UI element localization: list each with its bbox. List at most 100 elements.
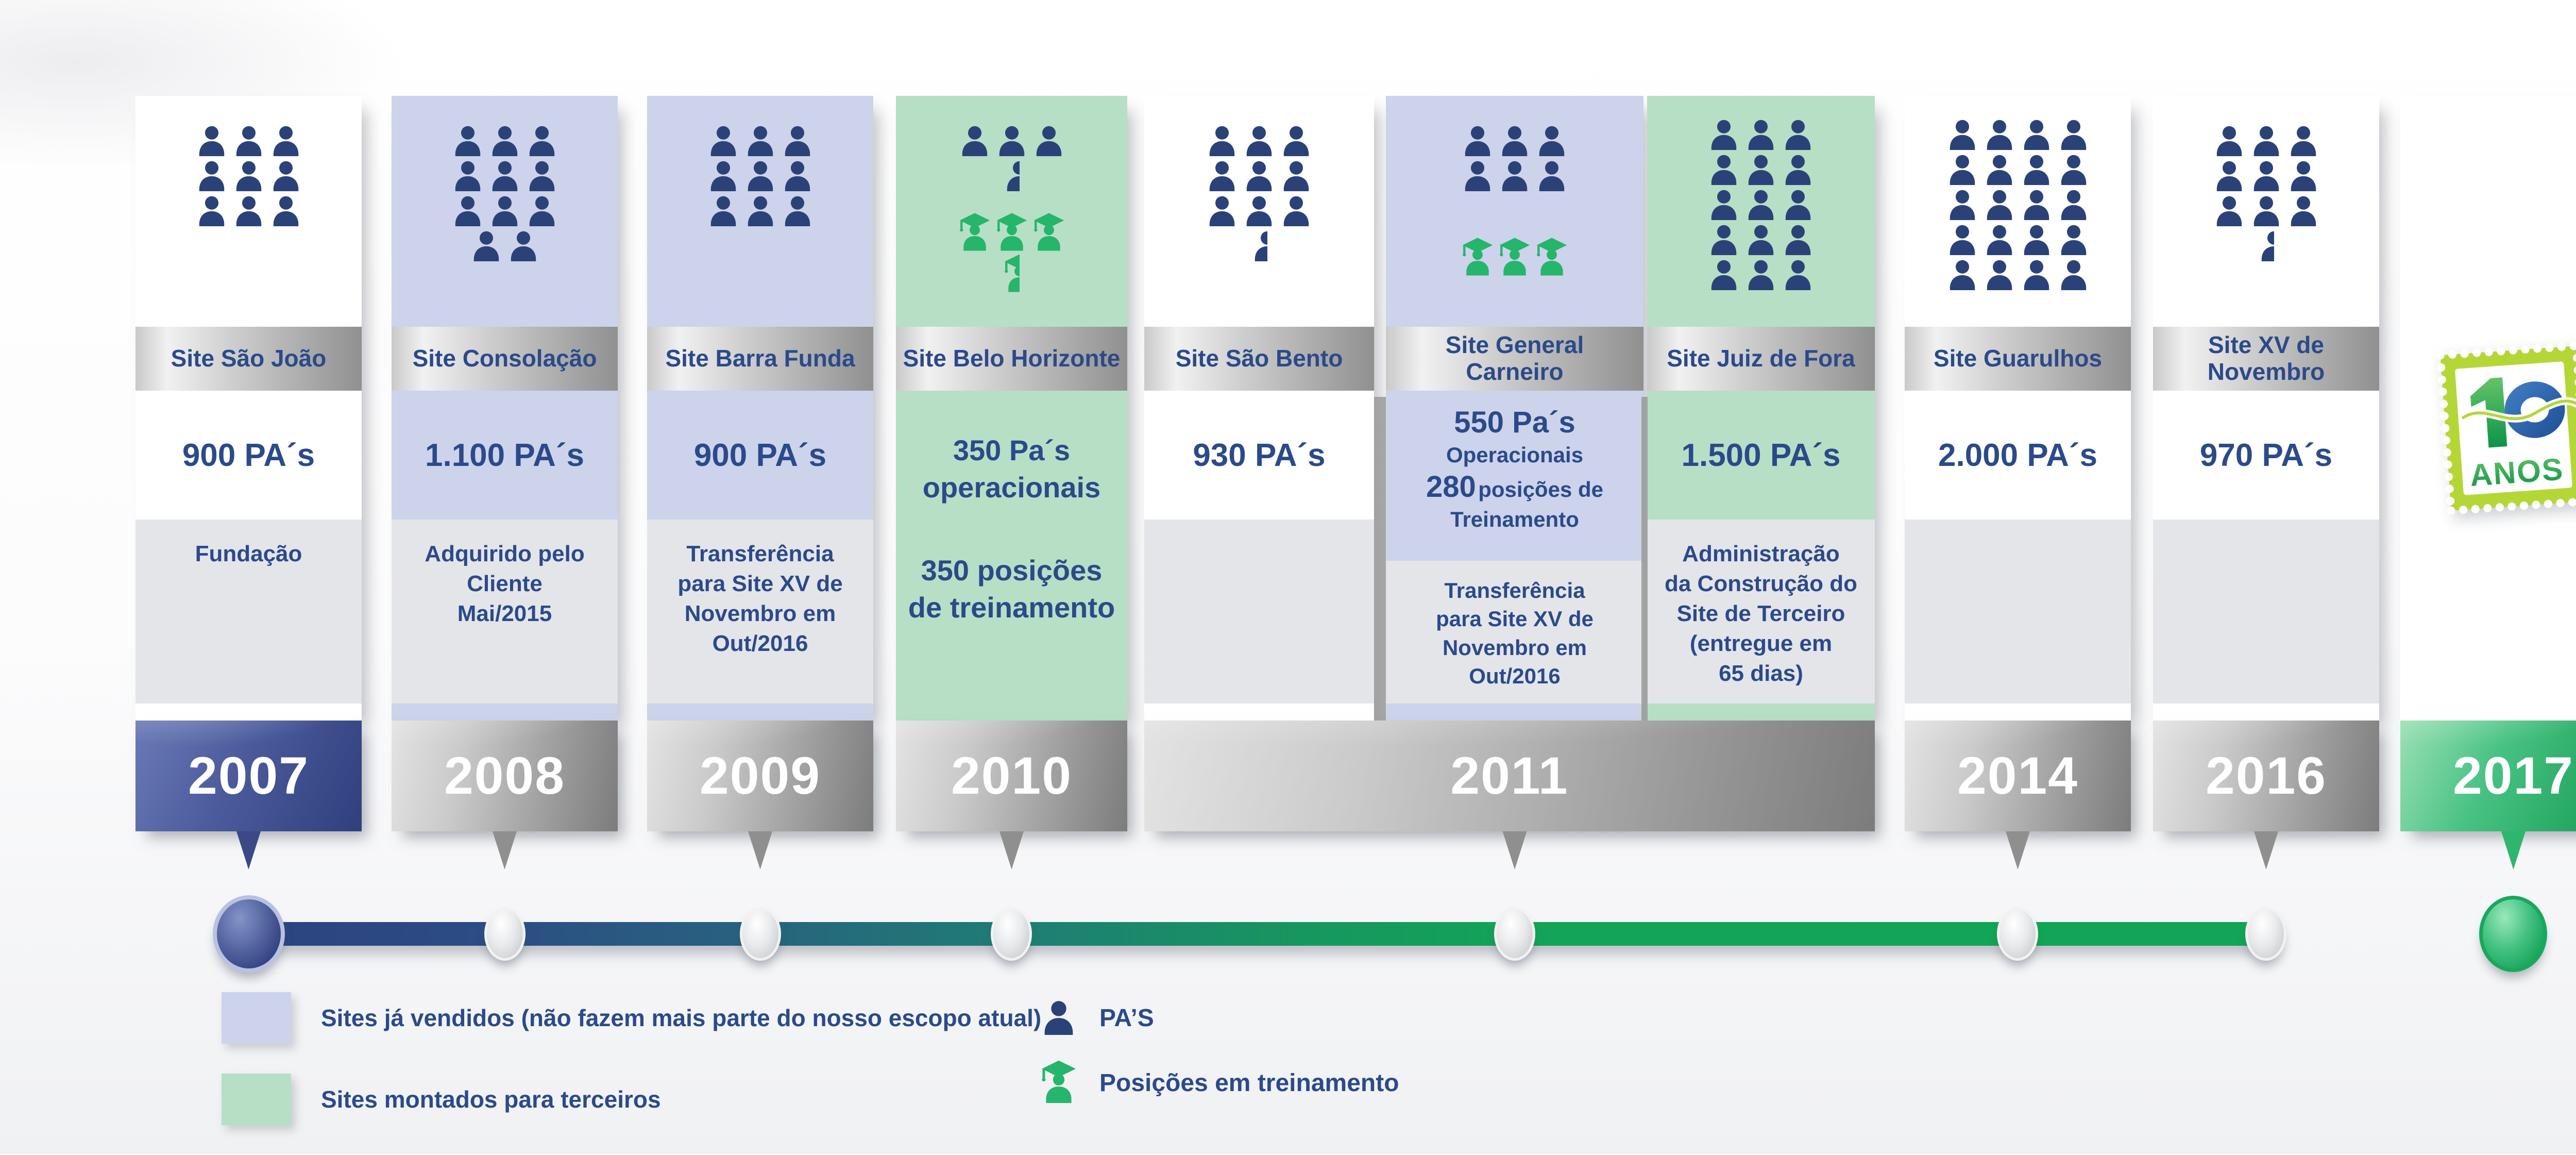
year-pointer [490, 831, 519, 869]
year-bar-2011: 2011 [1144, 721, 1875, 831]
person-icon [1243, 194, 1275, 226]
event-text: Administração da Construção do Site de T… [1647, 520, 1875, 704]
person-icon [1745, 258, 1777, 290]
icon-row [1708, 188, 1814, 220]
person-icon [2213, 159, 2245, 191]
person-icon [782, 194, 814, 226]
person-icon [1708, 223, 1740, 255]
site-name: Site General Carneiro [1446, 332, 1584, 385]
event-text: Fundação [135, 520, 362, 704]
icon-row [1946, 188, 2090, 220]
event-text: Transferência para Site XV de Novembro e… [647, 520, 873, 704]
person-icon [1206, 124, 1238, 156]
year-pointer [1500, 831, 1529, 869]
site-name: Site Guarulhos [1934, 345, 2102, 372]
year-bar-2014: 2014 [1905, 721, 2131, 831]
person-icon [744, 194, 776, 226]
person-icon [489, 194, 521, 226]
icon-row [1708, 118, 1814, 150]
column-site-consolacao: Site Consolação 1.100 PA´s Adquirido pel… [392, 96, 618, 721]
person-icon [1280, 124, 1312, 156]
person-icon-half [1251, 229, 1267, 261]
person-icon [489, 159, 521, 191]
person-icon [2021, 118, 2053, 150]
icon-row [1946, 118, 2090, 150]
person-icon [1708, 118, 1740, 150]
pa-operational-count: 550 Pa´s [1386, 404, 1643, 442]
person-icon [2058, 118, 2090, 150]
person-icon [2021, 258, 2053, 290]
icon-row [1206, 159, 1312, 191]
person-icon [452, 159, 484, 191]
pa-icon-grid [2153, 96, 2379, 327]
icon-row [707, 124, 814, 156]
icon-row [1708, 153, 1814, 185]
person-icon [2021, 223, 2053, 255]
site-name-band: Site Consolação [392, 327, 618, 391]
person-icon-group [1206, 123, 1312, 263]
icon-row [2213, 159, 2319, 191]
icon-row [452, 194, 558, 226]
graduate-icon-group [1462, 236, 1568, 277]
person-icon [2213, 194, 2245, 226]
person-icon [1206, 194, 1238, 226]
timeline-node-2014 [1997, 907, 2038, 961]
person-icon [782, 159, 814, 191]
column-divider [1641, 397, 1648, 721]
person-icon [1499, 159, 1531, 191]
person-icon [270, 159, 302, 191]
icon-row [1206, 194, 1312, 226]
person-icon [707, 159, 739, 191]
person-icon-group [1946, 116, 2090, 292]
person-icon [744, 124, 776, 156]
person-icon-half [1004, 159, 1020, 191]
column-divider [1374, 397, 1386, 721]
pa-count: 900 PA´s [647, 391, 873, 520]
person-icon [489, 124, 521, 156]
person-icon [744, 159, 776, 191]
site-name-band: Site Guarulhos [1905, 327, 2131, 391]
person-icon [1946, 258, 1978, 290]
icon-row [1708, 223, 1814, 255]
graduate-icon-group [959, 211, 1065, 294]
icon-row [1946, 223, 2090, 255]
person-icon [707, 124, 739, 156]
icon-row [1946, 153, 2090, 185]
person-icon [2021, 153, 2053, 185]
icon-row [1206, 124, 1312, 156]
person-icon [1946, 223, 1978, 255]
person-icon [1708, 258, 1740, 290]
person-icon [1782, 118, 1814, 150]
person-icon-group [196, 123, 302, 228]
icon-row [1251, 229, 1267, 261]
person-icon [1708, 188, 1740, 220]
site-name-band: Site Juiz de Fora [1647, 327, 1875, 391]
site-name: Site Juiz de Fora [1667, 345, 1855, 372]
person-icon-group [959, 123, 1065, 193]
person-icon [2058, 223, 2090, 255]
pa-count: 1.100 PA´s [392, 391, 618, 520]
person-icon [1745, 223, 1777, 255]
person-icon [2250, 194, 2282, 226]
person-icon [2250, 159, 2282, 191]
timeline-node-2011 [1494, 907, 1535, 961]
site-name-band: Site Belo Horizonte [896, 327, 1127, 391]
person-icon [2021, 188, 2053, 220]
person-icon [1708, 153, 1740, 185]
timeline-node-2007 [213, 895, 285, 973]
person-icon-group [707, 123, 814, 228]
icon-row [1004, 159, 1020, 191]
timeline-node-2009 [740, 907, 781, 961]
icon-row [707, 159, 814, 191]
icon-row [452, 124, 558, 156]
person-icon [1536, 124, 1568, 156]
timeline-node-2016 [2245, 907, 2286, 961]
graduate-icon [996, 213, 1028, 251]
icon-row [2258, 229, 2274, 261]
icon-row [196, 159, 302, 191]
graduate-icon [959, 213, 991, 251]
column-site-guarulhos: Site Guarulhos 2.000 PA´s [1905, 96, 2131, 721]
graduate-icon [1041, 1060, 1077, 1106]
legend-swatches: Sites já vendidos (não fazem mais parte … [222, 992, 1041, 1155]
